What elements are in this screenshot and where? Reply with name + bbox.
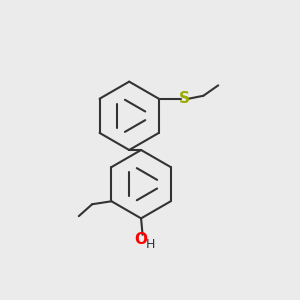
Text: S: S: [178, 91, 190, 106]
Text: O: O: [135, 232, 148, 247]
Text: H: H: [146, 238, 155, 251]
